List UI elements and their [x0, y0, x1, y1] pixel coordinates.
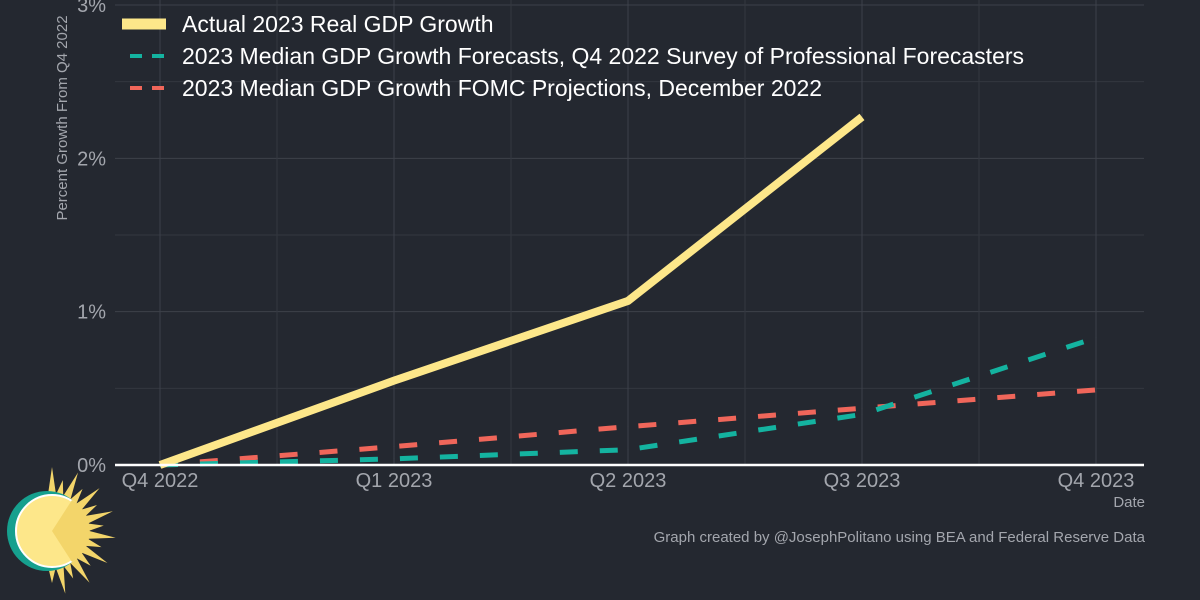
legend-label: Actual 2023 Real GDP Growth [182, 11, 494, 37]
sun-ray-icon [61, 472, 79, 502]
y-tick-label: 2% [77, 148, 106, 170]
caption: Graph created by @JosephPolitano using B… [654, 529, 1146, 546]
y-tick-label: 3% [77, 0, 106, 17]
sun-ray-icon [68, 555, 90, 583]
sun-ray-icon [74, 488, 100, 512]
sun-ray-icon [82, 511, 113, 525]
x-tick-label: Q4 2022 [122, 470, 199, 492]
x-tick-label: Q1 2023 [356, 470, 433, 492]
y-tick-label: 0% [77, 455, 106, 477]
sun-logo [7, 467, 116, 594]
sun-ray-icon [47, 467, 57, 498]
x-tick-label: Q4 2023 [1058, 470, 1135, 492]
x-axis-label: Date [1113, 494, 1145, 511]
x-tick-label: Q3 2023 [824, 470, 901, 492]
sun-ray-icon [54, 563, 66, 594]
sun-ray-icon [85, 530, 116, 539]
sun-ray-icon [78, 544, 108, 563]
x-tick-label: Q2 2023 [590, 470, 667, 492]
legend-label: 2023 Median GDP Growth FOMC Projections,… [182, 75, 822, 101]
legend-label: 2023 Median GDP Growth Forecasts, Q4 202… [182, 43, 1024, 69]
y-axis-label: Percent Growth From Q4 2022 [54, 15, 71, 220]
series-line [158, 113, 865, 469]
sun-ray-icon [85, 523, 104, 532]
y-tick-label: 1% [77, 302, 106, 324]
